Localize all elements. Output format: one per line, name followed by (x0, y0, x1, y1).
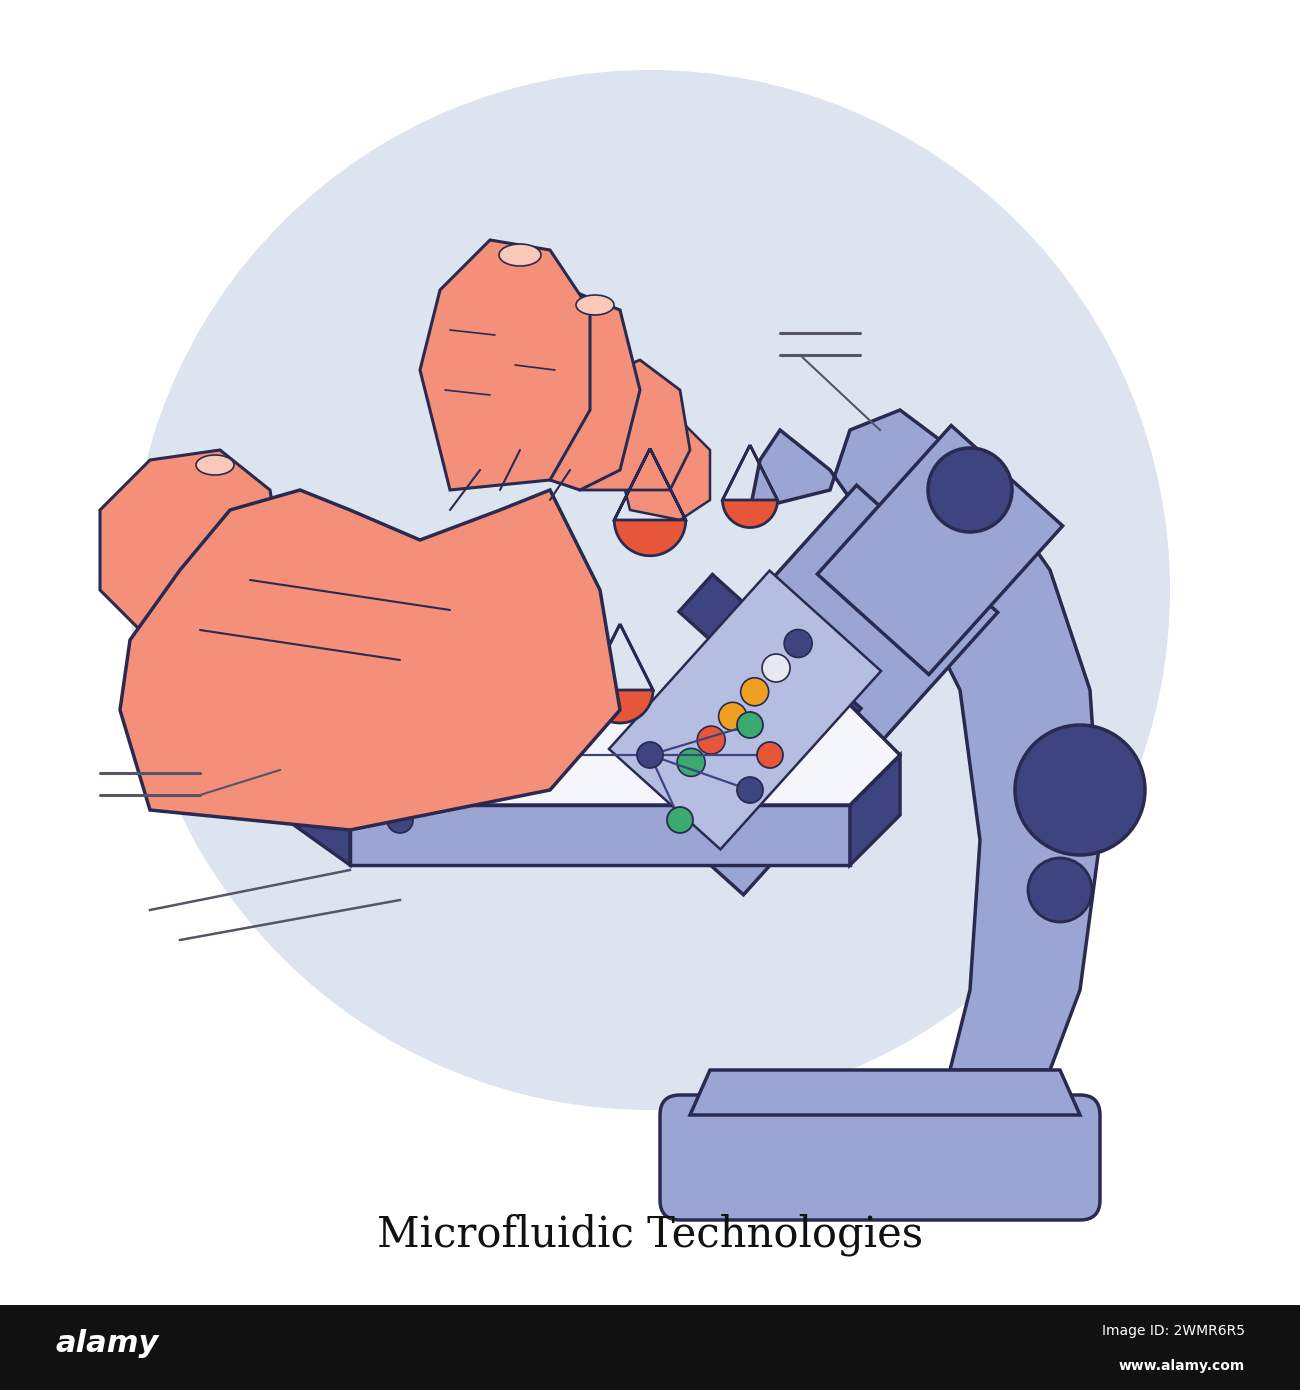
Circle shape (737, 777, 763, 803)
Circle shape (537, 742, 563, 769)
Polygon shape (679, 574, 861, 745)
Polygon shape (818, 425, 1062, 674)
Circle shape (437, 742, 463, 769)
Polygon shape (723, 445, 777, 527)
Circle shape (741, 678, 768, 706)
Circle shape (637, 742, 663, 769)
Circle shape (719, 702, 746, 730)
Polygon shape (614, 449, 685, 556)
Circle shape (762, 655, 790, 682)
Polygon shape (602, 485, 997, 895)
Circle shape (387, 808, 413, 833)
Ellipse shape (576, 295, 614, 316)
Polygon shape (569, 360, 690, 491)
Polygon shape (280, 755, 350, 865)
Circle shape (757, 742, 783, 769)
Polygon shape (620, 420, 710, 520)
Polygon shape (100, 450, 280, 639)
Polygon shape (500, 291, 640, 491)
Text: Image ID: 2WMR6R5: Image ID: 2WMR6R5 (1102, 1323, 1245, 1337)
Text: www.alamy.com: www.alamy.com (1119, 1359, 1245, 1373)
Circle shape (677, 748, 705, 777)
Circle shape (928, 448, 1011, 532)
Circle shape (1015, 726, 1145, 855)
Bar (0, 1305, 1300, 1390)
Circle shape (347, 777, 373, 803)
Circle shape (784, 630, 812, 657)
Ellipse shape (196, 455, 234, 475)
Polygon shape (420, 240, 590, 491)
Circle shape (697, 726, 725, 755)
Polygon shape (750, 410, 1100, 1070)
Polygon shape (850, 755, 900, 865)
Circle shape (667, 808, 693, 833)
Text: Microfluidic Technologies: Microfluidic Technologies (377, 1213, 923, 1257)
Text: alamy: alamy (55, 1329, 159, 1358)
Circle shape (337, 742, 363, 769)
Circle shape (328, 712, 354, 738)
Circle shape (1028, 858, 1092, 922)
Polygon shape (350, 805, 850, 865)
Polygon shape (588, 624, 653, 723)
Circle shape (130, 70, 1170, 1111)
Polygon shape (120, 491, 620, 830)
Circle shape (737, 712, 763, 738)
FancyBboxPatch shape (660, 1095, 1100, 1220)
Ellipse shape (499, 245, 541, 265)
Polygon shape (608, 571, 881, 849)
Polygon shape (280, 705, 900, 805)
Polygon shape (690, 1070, 1080, 1115)
